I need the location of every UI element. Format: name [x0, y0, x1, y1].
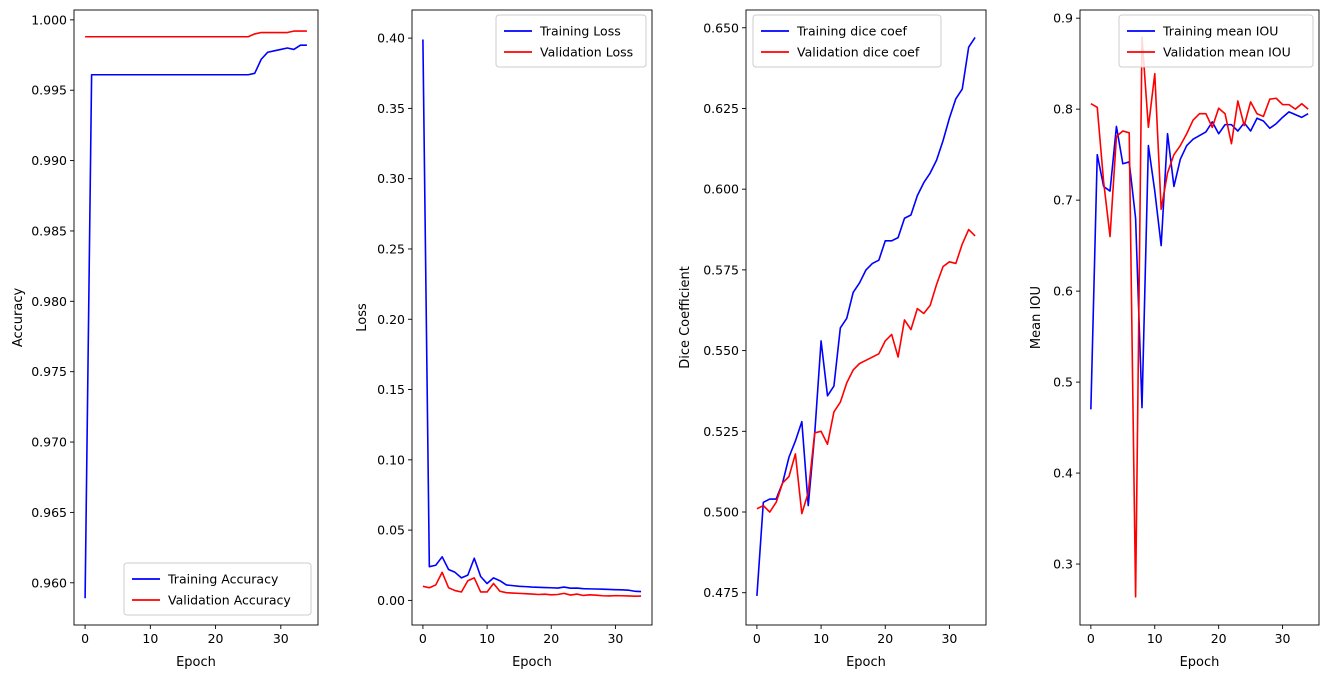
y-tick-label: 0.970 [31, 435, 67, 450]
plot-frame [73, 9, 319, 626]
series-line-2 [85, 30, 307, 38]
x-tick-label: 10 [142, 631, 158, 646]
chart-panel-4: 0 10 20 30 0.3 0.4 0.5 0.6 0.7 0.8 0.9 Epoch Mean IO… [1029, 9, 1320, 670]
y-tick-label: 0.7 [1053, 193, 1073, 208]
plot-frame [1079, 9, 1320, 626]
x-axis-label: Epoch [846, 655, 886, 670]
y-tick-label: 0.600 [703, 182, 739, 197]
y-tick-label: 0.980 [31, 294, 67, 309]
y-axis-label: Accuracy [11, 288, 26, 348]
series-line-2 [422, 571, 642, 597]
legend-box [123, 562, 312, 616]
series-line-1 [422, 39, 642, 593]
y-tick-label: 0.5 [1053, 375, 1073, 390]
x-axis-label: Epoch [512, 655, 552, 670]
y-tick-label: 0.15 [377, 382, 405, 397]
series-line-2 [756, 228, 976, 515]
y-tick-label: 0.500 [703, 505, 739, 520]
legend-label-1: Training Accuracy [167, 572, 279, 587]
y-tick-label: 0.975 [31, 364, 67, 379]
y-tick-label: 0.965 [31, 505, 67, 520]
y-tick-label: 0.8 [1053, 102, 1073, 117]
legend-box [1118, 14, 1314, 68]
chart-panel-2: 0 10 20 30 0.00 0.05 0.10 0.15 0.20 0.25 0.30 0.35 0… [355, 9, 653, 670]
chart-panel-3: 0 10 20 30 0.475 0.500 0.525 0.550 0.575 0.600 0.6… [678, 9, 987, 670]
legend-label-1: Training mean IOU [1162, 24, 1278, 39]
x-tick-label: 0 [1087, 631, 1095, 646]
y-tick-label: 0.4 [1053, 466, 1073, 481]
x-tick-label: 20 [1211, 631, 1227, 646]
x-tick-label: 30 [273, 631, 289, 646]
y-tick-label: 0.960 [31, 575, 67, 590]
y-tick-label: 0.985 [31, 223, 67, 238]
legend-box [495, 14, 647, 68]
x-tick-label: 30 [1275, 631, 1291, 646]
x-tick-label: 20 [208, 631, 224, 646]
y-tick-label: 0.00 [377, 593, 405, 608]
y-tick-label: 0.990 [31, 153, 67, 168]
plot-frame [745, 9, 987, 626]
legend-label-2: Validation dice coef [797, 45, 920, 60]
y-tick-label: 0.550 [703, 343, 739, 358]
x-tick-label: 20 [543, 631, 559, 646]
x-axis-label: Epoch [1180, 655, 1220, 670]
y-tick-label: 0.650 [703, 20, 739, 35]
legend-label-2: Validation Accuracy [168, 593, 291, 608]
legend: Training dice coef Validation dice coef [752, 14, 942, 68]
legend-label-1: Training dice coef [796, 24, 907, 39]
y-tick-label: 0.20 [377, 312, 405, 327]
y-tick-label: 1.000 [31, 12, 67, 27]
y-tick-label: 0.9 [1053, 11, 1073, 26]
y-tick-label: 0.525 [703, 424, 739, 439]
chart-panel-1: 0 10 20 30 0.960 0.965 0.970 0.975 0.980 0.985 0.9… [11, 9, 319, 670]
series-line-1 [756, 36, 976, 596]
x-tick-label: 30 [941, 631, 957, 646]
x-tick-label: 10 [1147, 631, 1163, 646]
legend-label-1: Training Loss [539, 24, 621, 39]
x-tick-label: 10 [813, 631, 829, 646]
x-tick-label: 20 [877, 631, 893, 646]
legend-label-2: Validation mean IOU [1163, 45, 1291, 60]
y-tick-label: 0.625 [703, 101, 739, 116]
series-line-1 [84, 44, 307, 599]
x-axis-label: Epoch [176, 655, 216, 670]
y-tick-label: 0.475 [703, 585, 739, 600]
y-tick-label: 0.25 [377, 241, 405, 256]
series-line-2 [1090, 36, 1309, 598]
y-axis-label: Dice Coefficient [678, 266, 693, 369]
y-tick-label: 0.10 [377, 452, 405, 467]
y-axis-label: Loss [355, 303, 370, 332]
x-tick-label: 0 [419, 631, 427, 646]
legend: Training Loss Validation Loss [495, 14, 647, 68]
legend: Training mean IOU Validation mean IOU [1118, 14, 1314, 68]
y-tick-label: 0.3 [1053, 557, 1073, 572]
legend-box [752, 14, 942, 68]
y-tick-label: 0.35 [377, 101, 405, 116]
x-tick-label: 30 [607, 631, 623, 646]
legend: Training Accuracy Validation Accuracy [123, 562, 312, 616]
plot-frame [411, 9, 653, 626]
y-tick-label: 0.40 [377, 31, 405, 46]
y-tick-label: 0.995 [31, 83, 67, 98]
y-tick-label: 0.6 [1053, 284, 1073, 299]
y-tick-label: 0.575 [703, 262, 739, 277]
y-axis-label: Mean IOU [1029, 286, 1044, 349]
y-tick-label: 0.30 [377, 171, 405, 186]
x-tick-label: 10 [479, 631, 495, 646]
y-tick-label: 0.05 [377, 523, 405, 538]
x-tick-label: 0 [81, 631, 89, 646]
series-line-1 [1090, 111, 1309, 410]
legend-label-2: Validation Loss [540, 45, 633, 60]
x-tick-label: 0 [753, 631, 761, 646]
